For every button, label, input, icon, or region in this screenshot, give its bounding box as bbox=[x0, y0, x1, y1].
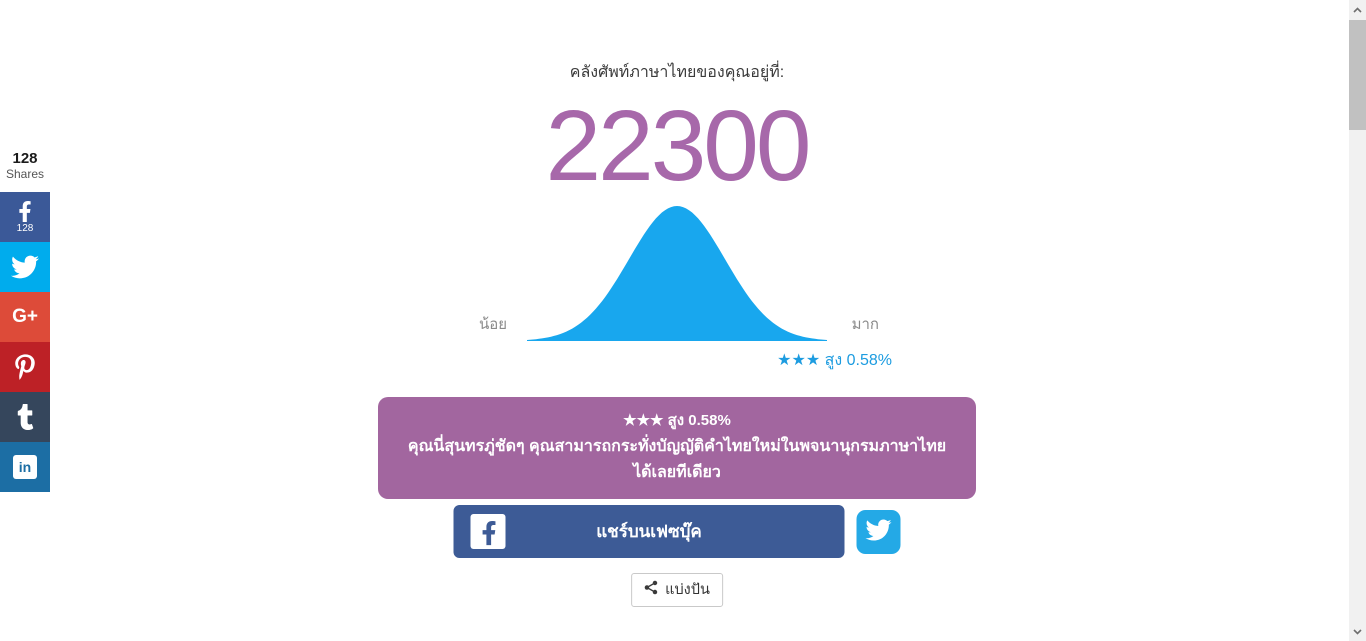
twitter-share-button[interactable] bbox=[856, 509, 901, 554]
sidebar-twitter-button[interactable] bbox=[0, 242, 50, 292]
generic-share-label: แบ่งปัน bbox=[665, 582, 710, 598]
vertical-scrollbar[interactable] bbox=[1349, 0, 1366, 641]
scrollbar-up-arrow[interactable] bbox=[1349, 1, 1366, 18]
share-sidebar: 128 Shares 128 G+ bbox=[0, 150, 50, 492]
scrollbar-down-arrow[interactable] bbox=[1349, 623, 1366, 640]
sidebar-facebook-count: 128 bbox=[16, 222, 34, 234]
share-total-count: 128 bbox=[12, 150, 38, 167]
rating-caption: ★★★ สูง 0.58% bbox=[777, 352, 892, 369]
axis-label-low: น้อย bbox=[479, 316, 508, 333]
generic-share-button[interactable]: แบ่งปัน bbox=[631, 573, 723, 607]
share-total: 128 Shares bbox=[0, 150, 50, 182]
facebook-icon bbox=[15, 200, 35, 222]
share-alt-icon bbox=[644, 580, 658, 599]
sidebar-facebook-button[interactable]: 128 bbox=[0, 192, 50, 242]
bell-curve-path bbox=[527, 206, 827, 341]
result-headline: ★★★ สูง 0.58% bbox=[623, 412, 731, 429]
facebook-icon bbox=[470, 514, 506, 549]
bell-curve-svg bbox=[527, 206, 827, 341]
twitter-bird-icon bbox=[11, 253, 39, 281]
sidebar-googleplus-button[interactable]: G+ bbox=[0, 292, 50, 342]
axis-label-high: มาก bbox=[851, 316, 879, 333]
google-plus-icon: G+ bbox=[12, 306, 38, 327]
pinterest-icon bbox=[14, 354, 36, 380]
sidebar-linkedin-button[interactable]: in bbox=[0, 442, 50, 492]
page-title: คลังศัพท์ภาษาไทยของคุณอยู่ที่: bbox=[569, 64, 785, 81]
bell-curve-chart: น้อย มาก bbox=[467, 204, 887, 342]
facebook-share-label: แชร์บนเฟซบุ๊ค bbox=[596, 522, 702, 541]
result-description: คุณนี่สุนทรภู่ชัดๆ คุณสามารถกระทั่งบัญญั… bbox=[407, 438, 947, 481]
share-buttons-row: แชร์บนเฟซบุ๊ค bbox=[453, 505, 901, 558]
result-box: ★★★ สูง 0.58% คุณนี่สุนทรภู่ชัดๆ คุณสามา… bbox=[378, 397, 976, 499]
share-total-label: Shares bbox=[5, 167, 45, 181]
facebook-share-button[interactable]: แชร์บนเฟซบุ๊ค bbox=[453, 505, 845, 558]
scrollbar-thumb[interactable] bbox=[1349, 20, 1366, 130]
tumblr-icon bbox=[17, 404, 34, 430]
linkedin-icon: in bbox=[13, 455, 37, 479]
vocabulary-score: 22300 bbox=[545, 90, 811, 202]
twitter-bird-icon bbox=[865, 517, 892, 546]
sidebar-tumblr-button[interactable] bbox=[0, 392, 50, 442]
sidebar-pinterest-button[interactable] bbox=[0, 342, 50, 392]
